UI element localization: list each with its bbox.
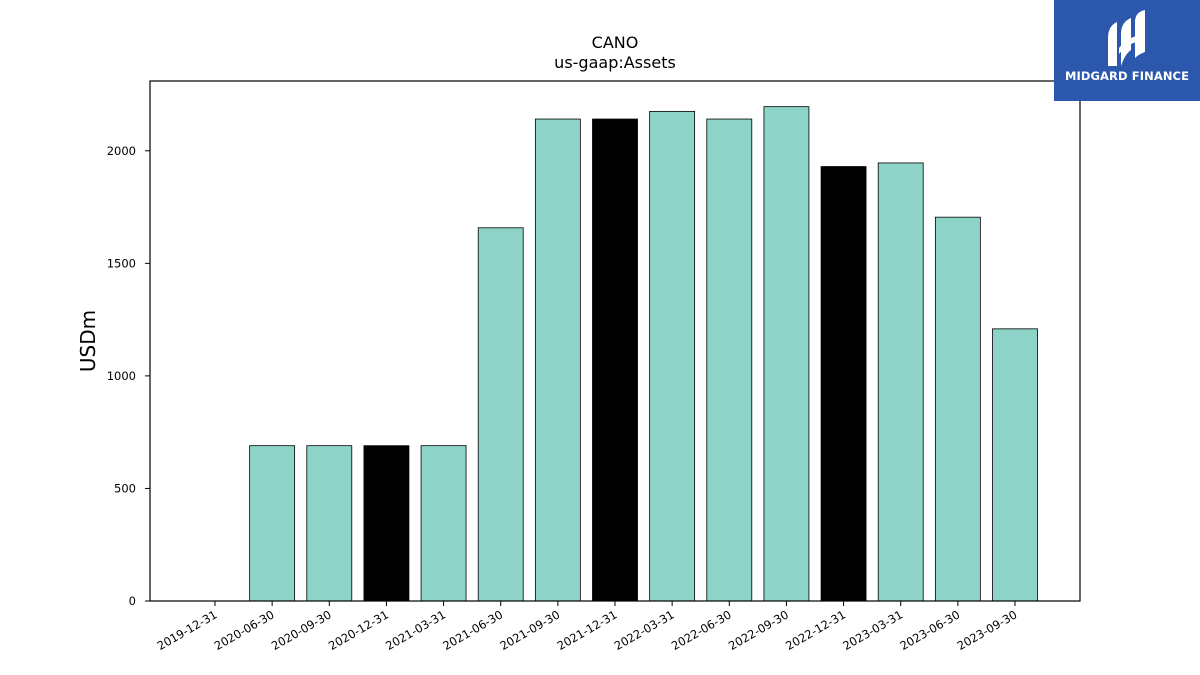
y-tick-label: 1000: [107, 369, 136, 383]
bar-2023-03-31: [877, 162, 924, 602]
x-tick-label: 2023-06-30: [897, 607, 962, 653]
x-tick-label: 2022-09-30: [726, 607, 791, 653]
x-tick-label: 2020-09-30: [269, 607, 334, 653]
x-axis: 2019-12-312020-06-302020-09-302020-12-31…: [155, 601, 1020, 653]
bar-2021-09-30: [534, 118, 581, 602]
plot-frame: [149, 80, 1081, 602]
x-tick-label: 2023-09-30: [955, 607, 1020, 653]
bar-2022-09-30: [763, 106, 810, 602]
x-tick-label: 2022-12-31: [783, 607, 848, 653]
x-tick-label: 2021-03-31: [383, 607, 448, 653]
y-tick-label: 500: [114, 481, 136, 495]
midgard-finance-logo: MIDGARD FINANCE: [1054, 0, 1200, 101]
x-tick-label: 2021-06-30: [440, 607, 505, 653]
bar-2020-09-30: [306, 445, 353, 602]
y-tick-label: 1500: [107, 256, 136, 270]
bar-2020-06-30: [249, 445, 296, 602]
y-tick-label: 2000: [107, 144, 136, 158]
bar-2021-03-31: [420, 445, 467, 602]
bar-2021-12-31: [592, 118, 638, 602]
y-axis: 0 500 1000 1500 2000: [107, 144, 150, 608]
x-tick-label: 2022-03-31: [612, 607, 677, 653]
chart-subtitle: us-gaap:Assets: [554, 53, 676, 72]
bar-2023-09-30: [992, 328, 1038, 602]
logo-text: MIDGARD FINANCE: [1064, 69, 1190, 83]
bar-2021-06-30: [477, 227, 524, 602]
bar-2022-12-31: [820, 166, 867, 602]
x-tick-label: 2020-12-31: [326, 607, 391, 653]
chart-title: CANO: [592, 33, 639, 52]
bar-2022-06-30: [706, 118, 753, 602]
bar-2020-12-31: [363, 445, 410, 602]
y-tick-label: 0: [129, 594, 136, 608]
x-tick-label: 2021-09-30: [497, 607, 562, 653]
y-axis-label: USDm: [76, 310, 100, 372]
x-tick-label: 2022-06-30: [669, 607, 734, 653]
x-tick-label: 2021-12-31: [555, 607, 620, 653]
bar-2022-03-31: [649, 110, 696, 602]
x-tick-label: 2023-03-31: [840, 607, 905, 653]
x-tick-label: 2019-12-31: [155, 607, 220, 653]
midgard-logo-mark-icon: [1108, 10, 1145, 66]
bar-2023-06-30: [934, 216, 981, 602]
bars-group: [249, 106, 1038, 602]
x-tick-label: 2020-06-30: [212, 607, 277, 653]
